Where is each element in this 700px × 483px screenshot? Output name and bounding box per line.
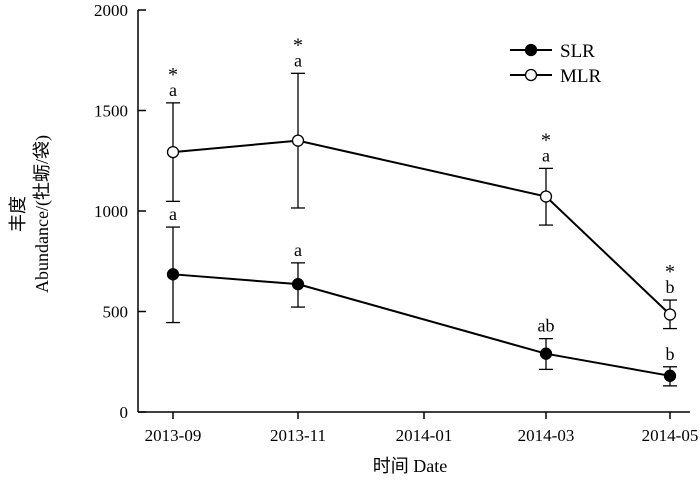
x-tick-label: 2013-11 <box>270 426 326 445</box>
significance-letter: b <box>666 344 675 364</box>
significance-letter: a <box>294 50 302 70</box>
significance-letter: ab <box>538 316 555 336</box>
legend-marker <box>524 43 538 57</box>
series-mlr: a a a b <box>166 50 677 330</box>
significance-letter: a <box>294 240 302 260</box>
y-tick-label: 500 <box>103 303 129 322</box>
significance-asterisk: * <box>168 64 178 86</box>
y-ticks: 0 500 1000 1500 2000 <box>94 1 146 422</box>
y-tick-label: 1000 <box>94 202 128 221</box>
data-point <box>291 134 305 147</box>
data-point <box>663 308 677 321</box>
legend: SLR MLR <box>510 41 602 87</box>
axes <box>137 10 690 413</box>
significance-letter: b <box>666 277 675 297</box>
significance-asterisk: * <box>541 129 551 151</box>
x-axis-title: 时间 Date <box>373 456 447 476</box>
y-tick-label: 0 <box>120 403 129 422</box>
x-tick-label: 2014-01 <box>396 426 453 445</box>
data-point <box>539 347 553 360</box>
data-point <box>291 278 305 291</box>
data-point <box>663 369 677 382</box>
y-axis-title-cn: 丰度 <box>8 196 28 232</box>
x-tick-label: 2014-03 <box>518 426 575 445</box>
data-point <box>539 190 553 203</box>
significance-asterisk: * <box>665 261 675 283</box>
significance-letter: a <box>169 204 177 224</box>
data-point <box>166 268 180 281</box>
y-axis-title-en: Abundance/(牡蛎/袋) <box>32 135 53 293</box>
legend-marker <box>524 68 538 82</box>
y-tick-label: 2000 <box>94 1 128 20</box>
x-tick-label: 2014-05 <box>642 426 699 445</box>
data-point <box>166 145 180 159</box>
significance-letter: a <box>169 80 177 100</box>
legend-label: MLR <box>560 66 602 87</box>
legend-label: SLR <box>560 41 595 62</box>
x-ticks: 2013-09 2013-11 2014-01 2014-03 2014-05 <box>145 412 699 445</box>
significance-letter: a <box>542 145 550 165</box>
series-slr: a a ab b <box>166 204 677 387</box>
series-line <box>172 273 671 377</box>
series-line <box>172 139 671 316</box>
significance-asterisk: * <box>293 34 303 56</box>
y-tick-label: 1500 <box>94 102 128 121</box>
x-tick-label: 2013-09 <box>145 426 202 445</box>
